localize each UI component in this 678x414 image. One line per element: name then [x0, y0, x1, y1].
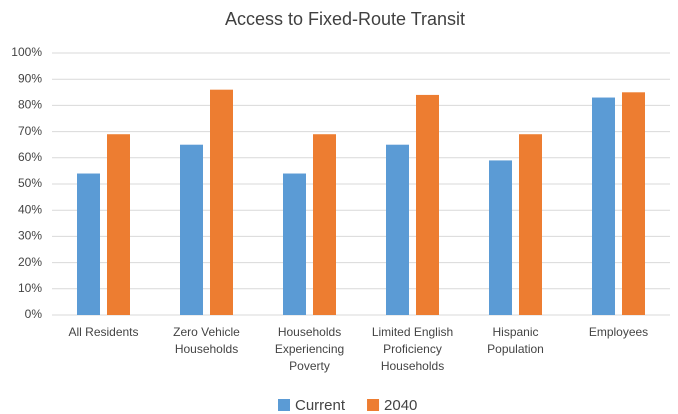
- bar: [210, 89, 233, 316]
- x-tick-label: Zero Vehicle Households: [173, 325, 240, 356]
- x-tick-label: Hispanic Population: [487, 325, 544, 356]
- bar: [519, 134, 542, 315]
- y-tick-label: 20%: [18, 255, 42, 269]
- y-tick-label: 0%: [25, 307, 43, 321]
- bar: [416, 94, 439, 315]
- bar: [489, 160, 512, 315]
- y-tick-label: 60%: [18, 150, 42, 164]
- x-tick-label: Employees: [588, 325, 649, 339]
- bar: [592, 97, 615, 315]
- legend-label: Current: [295, 397, 346, 414]
- bar: [107, 134, 130, 315]
- x-tick-label: Limited English Proficiency Households: [371, 325, 454, 373]
- y-tick-label: 30%: [18, 229, 42, 243]
- chart-title: Access to Fixed-Route Transit: [225, 9, 465, 29]
- y-tick-label: 80%: [18, 98, 42, 112]
- bar: [180, 144, 203, 315]
- bar: [77, 173, 100, 315]
- legend-swatch: [278, 399, 290, 411]
- y-tick-label: 70%: [18, 124, 42, 138]
- bar: [283, 173, 306, 315]
- legend-swatch: [367, 399, 380, 411]
- y-tick-label: 100%: [11, 45, 42, 59]
- x-tick-label: Households Experiencing Poverty: [274, 325, 345, 373]
- bar: [622, 92, 645, 315]
- legend-label: 2040: [384, 397, 417, 414]
- y-tick-label: 90%: [18, 71, 42, 85]
- bar: [386, 144, 409, 315]
- y-tick-label: 10%: [18, 281, 42, 295]
- x-tick-label: All Residents: [68, 325, 139, 339]
- bar: [313, 134, 336, 315]
- y-tick-label: 40%: [18, 202, 42, 216]
- y-tick-label: 50%: [18, 176, 42, 190]
